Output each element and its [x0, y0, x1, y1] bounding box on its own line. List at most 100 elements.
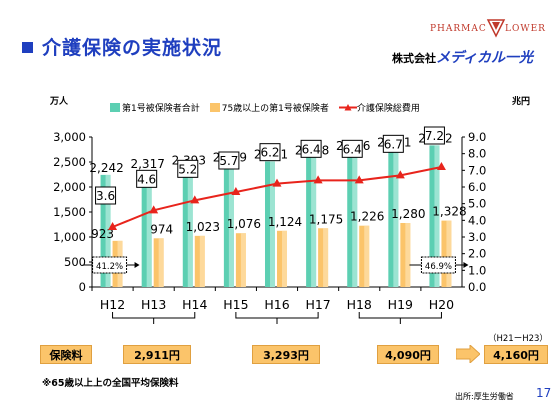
data-label-75plus: 1,124	[268, 215, 302, 229]
pharmac-flower-logo: PHARMAC LOWER	[430, 18, 555, 42]
bar-total-highlight	[146, 171, 152, 287]
bar-total-highlight	[228, 164, 234, 287]
x-tick-label: H19	[388, 297, 413, 312]
premium-value-3: 4,090円	[377, 345, 439, 364]
right-arrow-icon	[456, 345, 480, 363]
share-arrow-head	[134, 262, 140, 268]
data-label-75plus: 1,076	[227, 217, 261, 231]
cost-label-box	[136, 169, 158, 188]
data-label-cost: 7.2	[425, 129, 444, 143]
cost-point	[108, 222, 118, 230]
right-tick-label: 0.0	[468, 280, 486, 294]
right-tick-label: 6.0	[468, 180, 486, 194]
bar-total-highlight	[187, 167, 193, 287]
legend-swatch-total	[110, 103, 120, 112]
cost-label-box	[423, 126, 445, 145]
data-label-cost: 6.7	[384, 137, 403, 151]
period-bracket-3	[358, 312, 442, 319]
page-number: 17	[536, 386, 552, 400]
bar-75plus-highlight	[405, 223, 411, 287]
cost-label-box	[95, 186, 117, 205]
data-label-75plus: 1,023	[186, 220, 220, 234]
x-tick-label: H13	[141, 297, 166, 312]
data-label-cost: 3.6	[96, 189, 115, 203]
company-name: 株式会社メディカル一光	[392, 50, 534, 66]
cost-point	[190, 195, 200, 204]
data-label-cost: 6.2	[260, 146, 279, 160]
period-bracket-2	[235, 312, 319, 319]
cost-point	[313, 175, 323, 184]
legend-item-total: 第1号被保険者合計	[110, 101, 200, 114]
x-tick-label: H12	[100, 297, 125, 312]
cost-label-box	[300, 139, 322, 158]
cost-label-box	[259, 143, 281, 162]
bar-75plus-highlight	[240, 233, 246, 287]
title-bullet	[22, 42, 33, 53]
data-label-cost: 6.4	[343, 142, 362, 156]
data-label-75plus: 923	[91, 227, 114, 241]
bar-total-highlight	[352, 153, 358, 287]
share-arrow-head	[463, 262, 469, 268]
right-tick-label: 2.0	[468, 247, 486, 261]
footnote: ※65歳以上上の全国平均保険料	[42, 378, 179, 389]
cost-point	[436, 162, 446, 170]
left-tick-label: 1,500	[53, 205, 86, 219]
right-tick-label: 1.0	[468, 263, 486, 277]
cost-label-box	[218, 151, 240, 170]
left-tick-label: 1,000	[53, 230, 86, 244]
left-tick-label: 2,000	[53, 180, 86, 194]
bar-total-highlight	[393, 149, 399, 287]
cost-label-box	[177, 159, 199, 178]
data-label-75plus: 1,328	[432, 205, 466, 219]
share-annotation-text: 46.9%	[425, 262, 452, 272]
x-tick-label: H17	[305, 297, 330, 312]
left-tick-label: 2,500	[53, 155, 86, 169]
cost-point	[149, 205, 159, 214]
data-label-75plus: 974	[150, 222, 173, 236]
left-tick-label: 0	[79, 280, 86, 294]
legend-item-75plus: 75歳以上の第1号被保険者	[209, 101, 329, 114]
data-label-total: 2,242	[89, 161, 123, 175]
right-axis-unit: 兆円	[512, 97, 531, 107]
right-tick-label: 9.0	[468, 130, 486, 144]
right-tick-label: 7.0	[468, 163, 486, 177]
bar-total-highlight	[311, 157, 317, 287]
premium-value-1: 2,911円	[123, 345, 191, 364]
bar-75plus-highlight	[199, 235, 205, 287]
right-tick-label: 3.0	[468, 230, 486, 244]
bar-75plus-highlight	[158, 238, 164, 287]
data-label-75plus: 1,280	[391, 207, 425, 221]
cost-label-box	[382, 134, 404, 153]
cost-label-box	[341, 139, 363, 158]
legend-swatch-cost	[338, 104, 357, 111]
x-tick-label: H15	[223, 297, 248, 312]
future-period: （H21ーH23）	[488, 334, 548, 344]
flower-icon	[486, 19, 506, 38]
x-tick-label: H14	[182, 297, 207, 312]
premium-value-future: 4,160円	[484, 345, 548, 364]
data-label-cost: 6.4	[302, 142, 321, 156]
x-tick-label: H16	[264, 297, 289, 312]
data-label-75plus: 1,175	[309, 212, 343, 226]
share-annotation-text: 41.2%	[96, 262, 123, 272]
x-tick-label: H18	[347, 297, 372, 312]
data-label-cost: 5.7	[219, 154, 238, 168]
bar-total-highlight	[270, 161, 275, 287]
x-tick-label: H20	[429, 297, 454, 312]
period-bracket-1	[112, 312, 196, 319]
left-tick-label: 500	[64, 255, 86, 269]
data-label-75plus: 1,226	[350, 210, 384, 224]
data-label-cost: 5.2	[178, 162, 197, 176]
bar-75plus-highlight	[323, 228, 329, 287]
page-title: 介護保険の実施状況	[42, 37, 223, 59]
data-label-cost: 4.6	[137, 172, 156, 186]
cost-point	[354, 175, 364, 184]
right-tick-label: 8.0	[468, 147, 486, 161]
left-tick-label: 3,000	[53, 130, 86, 144]
bar-total-highlight	[434, 145, 440, 287]
left-axis-unit: 万人	[50, 97, 69, 107]
chart-legend: 第1号被保険者合計 75歳以上の第1号被保険者 介護保険総費用	[110, 101, 426, 114]
right-tick-label: 5.0	[468, 197, 486, 211]
legend-swatch-75plus	[209, 103, 220, 112]
